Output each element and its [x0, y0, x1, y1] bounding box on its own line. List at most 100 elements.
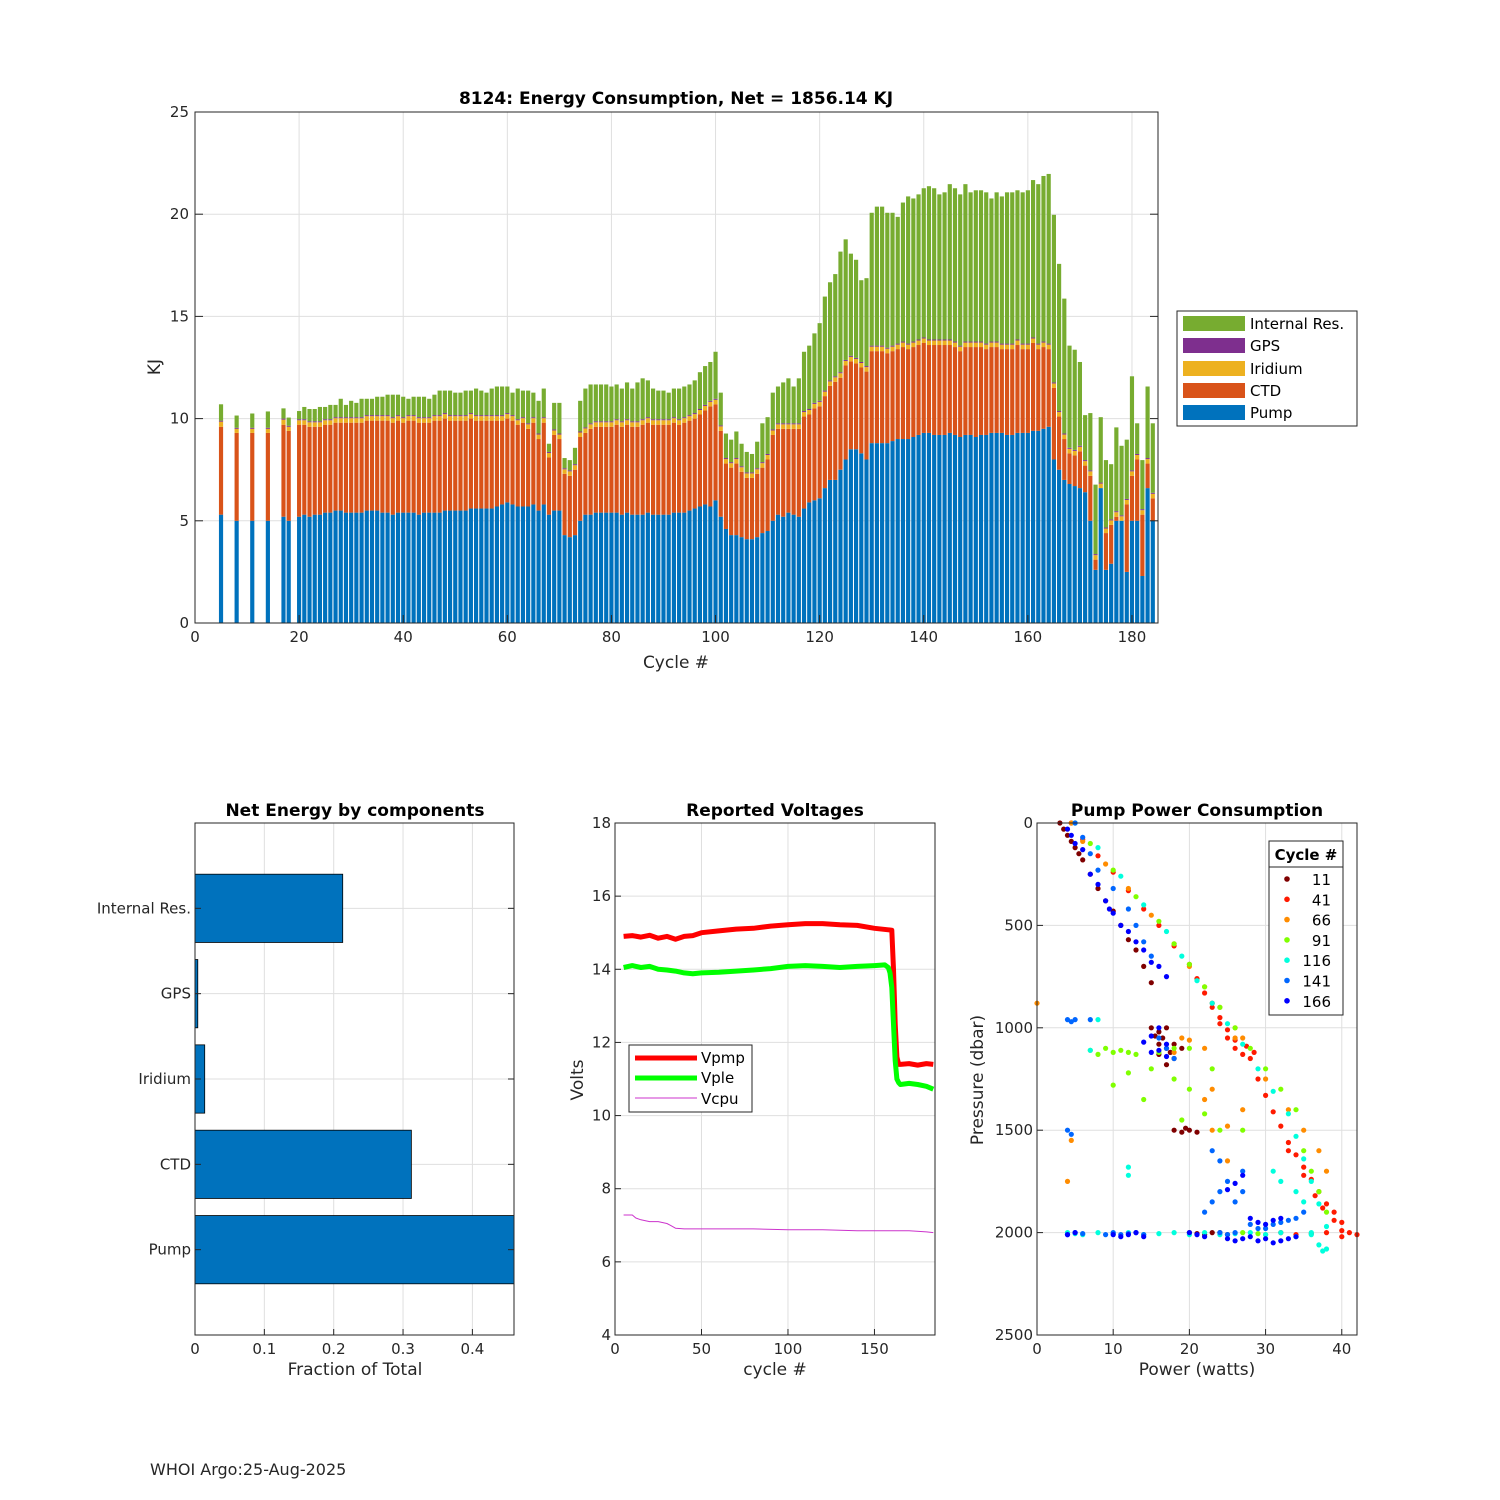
energy-bar-gps — [328, 419, 333, 421]
pump-legend: Cycle # 11 41 66 91 116 141 166 — [1268, 840, 1344, 1016]
energy-bar-internal — [791, 386, 796, 424]
energy-bar-ctd — [885, 353, 890, 444]
energy-bar-pump — [427, 512, 432, 623]
energy-bar-gps — [973, 341, 978, 343]
pump-point-cycle-166 — [1148, 1033, 1154, 1039]
energy-bar-gps — [218, 420, 224, 422]
energy-bar-iridium — [447, 416, 453, 421]
pump-point-cycle-11 — [1148, 980, 1154, 986]
energy-bar-iridium — [505, 414, 510, 419]
pump-point-cycle-11 — [1064, 832, 1071, 838]
energy-bar-pump — [765, 531, 770, 623]
energy-bar-gps — [765, 453, 770, 455]
energy-bar-pump — [661, 514, 666, 623]
energy-bar-iridium — [791, 424, 796, 429]
energy-bar-ctd — [755, 473, 760, 538]
energy-bar-gps — [307, 421, 312, 423]
volt-x-tick-label: 50 — [692, 1340, 711, 1358]
energy-bar-internal — [624, 382, 630, 420]
pump-point-cycle-141 — [1133, 922, 1139, 929]
energy-bar-internal — [807, 345, 812, 409]
energy-bar-pump — [604, 512, 609, 623]
pump-point-cycle-141 — [1068, 1131, 1074, 1137]
pump-legend-marker-66 — [1284, 916, 1290, 923]
energy-bar-internal — [1114, 427, 1119, 512]
energy-bar-iridium — [718, 426, 723, 431]
energy-bar-pump — [677, 512, 682, 623]
pump-legend-label-166: 166 — [1302, 993, 1331, 1011]
energy-bar-gps — [432, 415, 437, 417]
energy-bar-iridium — [1010, 344, 1015, 350]
energy-x-tick-label: 80 — [602, 628, 621, 646]
pump-point-cycle-41 — [1346, 1230, 1352, 1236]
energy-bar-pump — [926, 432, 932, 623]
pump-point-cycle-66 — [1125, 885, 1131, 892]
energy-bar-gps — [624, 419, 630, 421]
energy-bar-pump — [1088, 520, 1093, 623]
energy-bar-pump — [531, 504, 536, 623]
energy-bar-pump — [421, 512, 427, 623]
energy-bar-gps — [791, 423, 796, 425]
energy-bar-ctd — [578, 436, 583, 521]
pump-point-cycle-166 — [1118, 1234, 1124, 1240]
energy-bar-iridium — [536, 434, 541, 440]
pump-point-cycle-141 — [1125, 906, 1131, 912]
energy-bar-gps — [1129, 470, 1135, 472]
energy-bar-iridium — [833, 377, 838, 382]
energy-bar-ctd — [593, 426, 598, 513]
pump-point-cycle-11 — [1179, 1129, 1185, 1135]
energy-bar-ctd — [630, 426, 635, 515]
energy-bar-ctd — [500, 420, 505, 505]
energy-bar-gps — [1030, 337, 1036, 339]
energy-bar-internal — [598, 384, 604, 422]
energy-bar-ctd — [380, 420, 385, 513]
energy-bar-iridium — [1145, 459, 1150, 464]
pump-point-cycle-141 — [1103, 1232, 1109, 1238]
energy-bar-internal — [739, 443, 744, 467]
energy-bar-internal — [380, 396, 385, 416]
energy-bar-ctd — [458, 420, 463, 511]
energy-bar-gps — [937, 339, 942, 341]
energy-bar-ctd — [1020, 349, 1025, 433]
pump-point-cycle-41 — [1224, 1027, 1231, 1033]
energy-bar-iridium — [390, 418, 395, 423]
legend-label-gps: GPS — [1250, 337, 1280, 355]
energy-bar-iridium — [406, 416, 411, 421]
energy-bar-gps — [729, 462, 734, 464]
energy-bar-ctd — [635, 426, 640, 515]
energy-bar-internal — [697, 372, 703, 409]
energy-bar-pump — [265, 520, 270, 623]
energy-bar-gps — [437, 415, 442, 417]
energy-bar-internal — [781, 382, 786, 424]
energy-bar-iridium — [546, 452, 552, 458]
energy-bar-gps — [958, 345, 963, 347]
pump-point-cycle-166 — [1232, 1238, 1238, 1244]
energy-bar-ctd — [984, 349, 989, 435]
energy-bar-gps — [338, 417, 343, 419]
energy-bar-gps — [234, 427, 239, 429]
energy-bar-iridium — [848, 356, 853, 362]
energy-bar-internal — [1041, 175, 1046, 342]
energy-bar-iridium — [645, 418, 650, 423]
energy-bar-iridium — [916, 340, 921, 346]
pump-legend-marker-91 — [1284, 937, 1290, 943]
energy-bar-iridium — [614, 420, 619, 425]
energy-bar-pump — [536, 510, 541, 623]
energy-bar-internal — [557, 402, 562, 434]
energy-bar-pump — [468, 508, 473, 623]
energy-bar-pump — [349, 512, 354, 623]
pump-point-cycle-11 — [1163, 1025, 1170, 1031]
energy-bar-gps — [885, 347, 890, 349]
pump-point-cycle-91 — [1087, 840, 1093, 847]
energy-bar-ctd — [333, 422, 338, 511]
energy-bar-ctd — [567, 475, 572, 538]
pump-point-cycle-66 — [1209, 1086, 1215, 1092]
energy-bar-iridium — [869, 346, 874, 352]
pump-point-cycle-166 — [1148, 959, 1154, 965]
energy-bar-internal — [250, 413, 255, 428]
energy-bar-iridium — [874, 346, 879, 352]
pump-legend-label-66: 66 — [1312, 912, 1331, 930]
energy-bar-internal — [1129, 376, 1135, 471]
pump-point-cycle-166 — [1064, 826, 1071, 832]
energy-bar-ctd — [442, 418, 447, 511]
